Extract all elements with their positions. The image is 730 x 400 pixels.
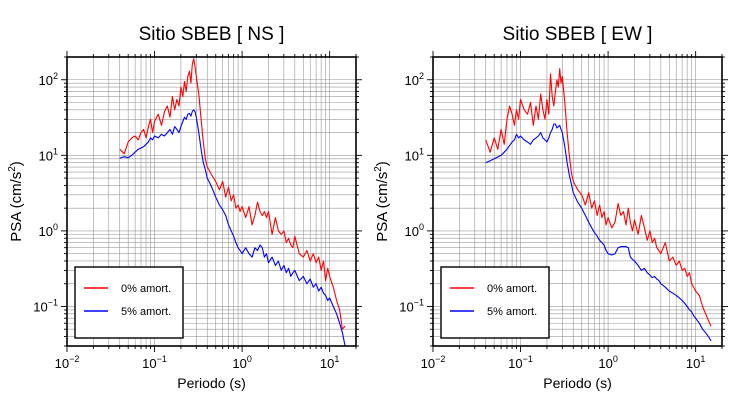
axis-ticks — [427, 51, 728, 352]
y-tick-label-exp: −1 — [48, 297, 58, 307]
x-tick-label: 10−2 — [55, 354, 80, 371]
y-tick-label-base: 10 — [39, 224, 53, 239]
y-tick-label: 100 — [405, 222, 424, 239]
x-tick-label-exp: 0 — [613, 354, 618, 364]
y-axis-label-main: PSA (cm/s — [374, 172, 391, 242]
y-tick-label: 102 — [405, 71, 424, 88]
legend-box — [440, 266, 550, 339]
x-tick-label-base: 10 — [232, 356, 246, 371]
y-tick-label: 101 — [39, 146, 58, 163]
x-tick-label-base: 10 — [508, 356, 522, 371]
chart-title: Sitio SBEB [ EW ] — [503, 24, 653, 45]
series-line-blue — [119, 109, 346, 347]
y-axis-label-tail: ) — [8, 161, 25, 166]
y-tick-label: 101 — [405, 146, 424, 163]
x-axis-label: Periodo (s) — [177, 375, 245, 391]
y-axis-label-main: PSA (cm/s — [8, 172, 25, 242]
y-tick-label-base: 10 — [405, 148, 419, 163]
legend-label: 5% amort. — [121, 306, 171, 318]
x-tick-label: 10−1 — [508, 354, 533, 371]
y-tick-label: 102 — [39, 71, 58, 88]
y-tick-label-exp: 0 — [53, 222, 58, 232]
y-axis-label-tail: ) — [374, 161, 391, 166]
x-axis-label: Periodo (s) — [543, 375, 611, 391]
y-tick-label: 10−1 — [399, 297, 424, 314]
series-line-red — [485, 68, 712, 327]
x-tick-label-base: 10 — [598, 356, 612, 371]
y-tick-label-exp: 2 — [53, 71, 58, 81]
plot-frame — [66, 56, 357, 347]
axis-ticks — [61, 51, 362, 352]
legend: 0% amort. 5% amort. — [440, 266, 550, 339]
x-tick-label: 100 — [598, 354, 617, 371]
x-tick-label: 100 — [232, 354, 251, 371]
x-tick-label-exp: −1 — [523, 354, 533, 364]
legend-box — [74, 266, 184, 339]
y-tick-label-base: 10 — [405, 73, 419, 88]
x-tick-label: 10−1 — [142, 354, 167, 371]
x-tick-label-exp: −2 — [69, 354, 79, 364]
y-tick-label-base: 10 — [33, 299, 47, 314]
x-tick-label: 10−2 — [421, 354, 446, 371]
y-axis-label-sup: 2 — [373, 166, 384, 172]
x-tick-label: 101 — [320, 354, 339, 371]
x-tick-label-exp: −1 — [157, 354, 167, 364]
x-tick-label-base: 10 — [142, 356, 156, 371]
x-tick-label: 101 — [686, 354, 705, 371]
legend-label: 5% amort. — [487, 306, 537, 318]
y-tick-label: 10−1 — [33, 297, 58, 314]
y-tick-label-exp: 1 — [419, 146, 424, 156]
x-tick-label-base: 10 — [55, 356, 69, 371]
x-tick-label-exp: −2 — [435, 354, 445, 364]
x-tick-label-base: 10 — [686, 356, 700, 371]
x-tick-label-exp: 0 — [247, 354, 252, 364]
y-axis-label: PSA (cm/s2) — [373, 161, 391, 242]
x-tick-label-exp: 1 — [700, 354, 705, 364]
y-tick-label-base: 10 — [39, 148, 53, 163]
y-tick-label-exp: 2 — [419, 71, 424, 81]
x-tick-label-base: 10 — [421, 356, 435, 371]
y-tick-label-exp: −1 — [414, 297, 424, 307]
x-tick-label-base: 10 — [320, 356, 334, 371]
series-line-red — [119, 58, 346, 330]
y-axis-label-sup: 2 — [7, 166, 18, 172]
y-tick-label-base: 10 — [405, 224, 419, 239]
y-tick-label-base: 10 — [399, 299, 413, 314]
y-axis-label: PSA (cm/s2) — [7, 161, 25, 242]
series-line-blue — [485, 123, 712, 342]
x-tick-label-exp: 1 — [334, 354, 339, 364]
y-tick-label-exp: 1 — [53, 146, 58, 156]
legend: 0% amort. 5% amort. — [74, 266, 184, 339]
chart-title: Sitio SBEB [ NS ] — [139, 24, 285, 45]
y-tick-label-exp: 0 — [419, 222, 424, 232]
legend-label: 0% amort. — [487, 283, 537, 295]
y-tick-label: 100 — [39, 222, 58, 239]
plot-frame — [432, 56, 723, 347]
y-tick-label-base: 10 — [39, 73, 53, 88]
legend-label: 0% amort. — [121, 283, 171, 295]
